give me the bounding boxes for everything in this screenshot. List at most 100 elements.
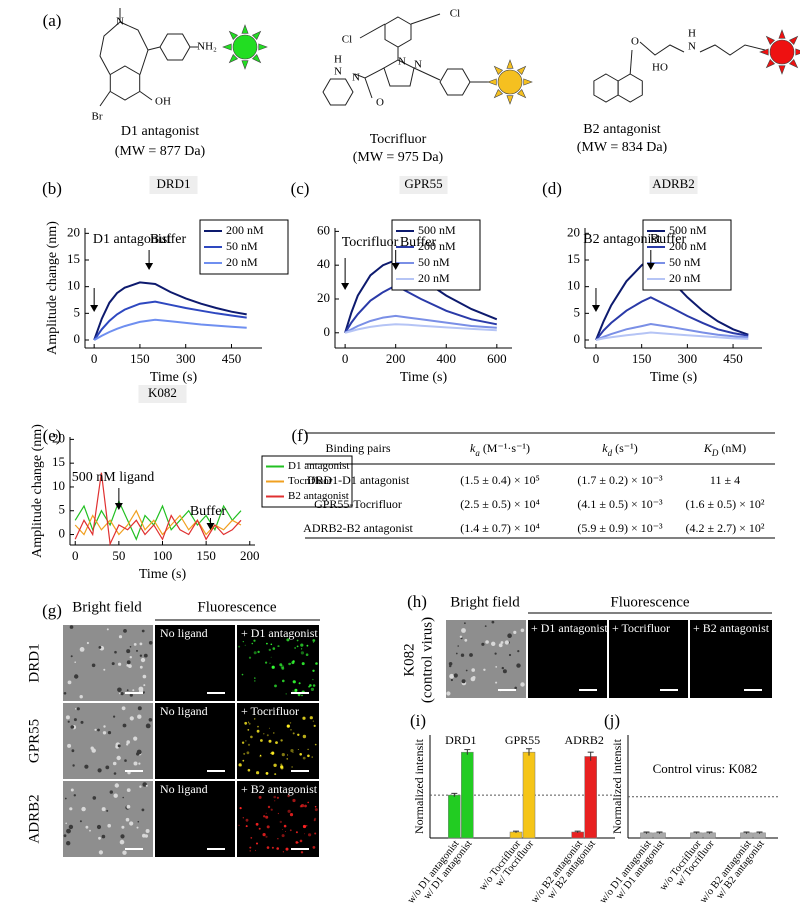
cell	[491, 620, 495, 624]
ring	[439, 68, 471, 96]
sun-ray	[506, 59, 514, 69]
table-cell: GPR55-Tocrifluor	[314, 497, 402, 511]
atom-label: N	[352, 72, 360, 84]
signal	[266, 846, 270, 849]
cell	[504, 640, 509, 645]
cell	[464, 622, 466, 625]
cell	[520, 682, 525, 687]
x-tick-label: 200	[240, 548, 260, 563]
arrow-head	[646, 263, 655, 270]
y-tick-label: 5	[574, 304, 581, 319]
chart-title: ADRB2	[652, 176, 695, 191]
signal	[248, 656, 252, 659]
cell	[89, 829, 91, 832]
cell	[70, 788, 74, 792]
y-tick-label: 15	[567, 251, 580, 266]
signal	[242, 641, 244, 643]
cell	[65, 715, 70, 720]
cell	[119, 692, 121, 695]
molecule-mw: (MW = 975 Da)	[353, 150, 444, 165]
panel-label: (a)	[43, 11, 62, 30]
row-label: DRD1	[26, 643, 42, 682]
signal	[297, 842, 299, 844]
signal	[281, 753, 285, 757]
image-label: + B2 antagonist	[241, 782, 318, 796]
signal	[255, 822, 259, 826]
atom-label: Br	[92, 111, 103, 123]
signal	[250, 735, 253, 739]
signal	[300, 651, 304, 655]
cell	[139, 665, 143, 669]
cell	[80, 720, 84, 724]
signal	[253, 639, 256, 642]
table-cell: (1.5 ± 0.4) × 10⁵	[460, 473, 540, 487]
cell	[481, 642, 485, 646]
signal	[287, 794, 290, 798]
cell	[84, 764, 89, 769]
signal	[273, 763, 277, 767]
signal	[254, 849, 257, 852]
cell	[97, 768, 102, 773]
cell	[455, 652, 458, 655]
series-line	[595, 331, 749, 341]
cell	[74, 674, 79, 679]
cell	[448, 662, 453, 666]
group-label: GPR55	[505, 733, 540, 747]
image-label: + B2 antagonist	[693, 621, 770, 635]
sun-ray	[788, 35, 799, 46]
sun-ray	[778, 65, 786, 75]
sun-core	[769, 39, 795, 65]
header-sub: d	[608, 448, 613, 458]
table-header: KD (nM)	[703, 441, 746, 458]
signal	[269, 662, 271, 664]
signal	[311, 756, 313, 758]
signal	[312, 678, 314, 681]
cell	[120, 692, 124, 696]
bar	[571, 831, 584, 839]
signal	[280, 665, 285, 669]
fluorescence-image	[237, 625, 319, 701]
sun-ray	[795, 48, 800, 56]
x-axis-label: Time (s)	[139, 567, 187, 582]
signal	[292, 680, 295, 683]
atom-label: OH	[155, 96, 171, 108]
row-label: K082	[401, 643, 417, 676]
y-tick-label: 5	[74, 304, 81, 319]
table-cell: (4.2 ± 2.7) × 10²	[686, 521, 765, 535]
cell	[453, 673, 458, 678]
table-cell: ADRB2-B2 antagonist	[303, 521, 413, 535]
cell	[470, 676, 476, 682]
signal	[266, 734, 269, 737]
bond	[410, 13, 441, 25]
cell	[69, 807, 73, 811]
signal	[257, 650, 260, 654]
cell	[114, 650, 117, 654]
signal	[271, 751, 275, 755]
cell	[137, 706, 142, 711]
sun-ray	[258, 43, 268, 51]
cell	[142, 833, 146, 838]
signal	[263, 815, 266, 818]
annotation: Control virus: K082	[653, 761, 758, 776]
y-tick-label: 10	[52, 478, 65, 493]
bar	[584, 756, 597, 839]
cell	[141, 629, 145, 633]
signal	[270, 656, 272, 658]
signal	[307, 801, 310, 804]
image-label: + D1 antagonist	[531, 621, 608, 635]
signal	[266, 642, 268, 645]
signal	[297, 693, 301, 697]
cell	[124, 759, 127, 762]
signal	[247, 743, 251, 746]
cell	[74, 661, 76, 663]
signal	[312, 669, 315, 672]
signal	[281, 834, 285, 838]
fluorescence-image	[609, 620, 688, 698]
signal	[289, 722, 292, 724]
signal	[244, 721, 248, 725]
legend-label: 20 nM	[418, 271, 450, 285]
signal	[301, 662, 305, 666]
bond	[639, 41, 685, 56]
cell	[495, 681, 498, 684]
panel-label: (j)	[604, 711, 620, 730]
